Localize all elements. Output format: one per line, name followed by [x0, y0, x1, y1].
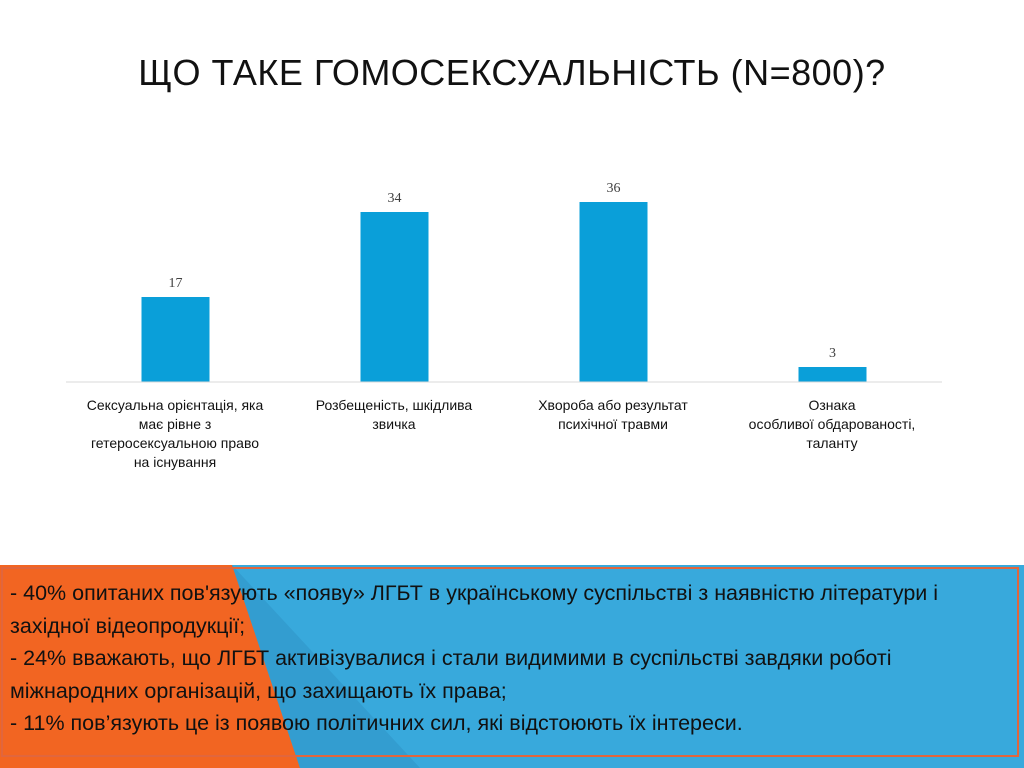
category-label: Розбещеність, шкідлива звичка: [285, 396, 503, 434]
category-label: Хвороба або результат психічної травми: [504, 396, 722, 434]
finding-item: - 11% пов’язують це із появою політичних…: [10, 711, 743, 735]
findings-text: - 40% опитаних пов'язують «появу» ЛГБТ в…: [10, 577, 1014, 740]
category-label-line: психічної травми: [558, 416, 668, 432]
orange-wedge-decoration: [0, 565, 420, 768]
data-labels-layer: 17 34 36 3: [169, 181, 837, 361]
category-label-line: звичка: [372, 416, 416, 432]
bar: [579, 202, 648, 382]
category-label-line: Розбещеність, шкідлива: [315, 397, 473, 413]
data-label: 34: [388, 191, 402, 206]
bars-layer: [141, 202, 867, 382]
finding-item: - 24% вважають, що ЛГБТ активізувалися і…: [10, 646, 892, 703]
category-label-line: Хвороба або результат: [538, 397, 688, 413]
bar: [141, 297, 210, 382]
bar-chart: 17 34 36 3: [66, 181, 942, 383]
category-label: Ознака особливої обдарованості, таланту: [723, 396, 941, 453]
category-label: Сексуальна орієнтація, яка має рівне з г…: [66, 396, 284, 472]
bar: [798, 367, 867, 382]
data-label: 17: [169, 276, 183, 291]
category-label-line: гетеросексуальною право: [90, 435, 260, 451]
category-label-line: на існування: [133, 454, 217, 470]
category-label-line: Ознака: [808, 397, 856, 413]
slide-title: ЩО ТАКЕ ГОМОСЕКСУАЛЬНІСТЬ (N=800)?: [138, 52, 886, 93]
findings-box: - 40% опитаних пов'язують «появу» ЛГБТ в…: [0, 565, 1024, 768]
category-label-line: має рівне з: [138, 416, 212, 432]
finding-item: - 40% опитаних пов'язують «появу» ЛГБТ в…: [10, 581, 939, 638]
data-label: 3: [829, 346, 836, 361]
category-label-line: особливої обдарованості,: [748, 416, 916, 432]
findings-frame: [1, 567, 1019, 757]
category-label-line: таланту: [806, 435, 858, 451]
data-label: 36: [607, 181, 621, 196]
bar: [360, 212, 429, 382]
category-label-line: Сексуальна орієнтація, яка: [86, 397, 264, 413]
